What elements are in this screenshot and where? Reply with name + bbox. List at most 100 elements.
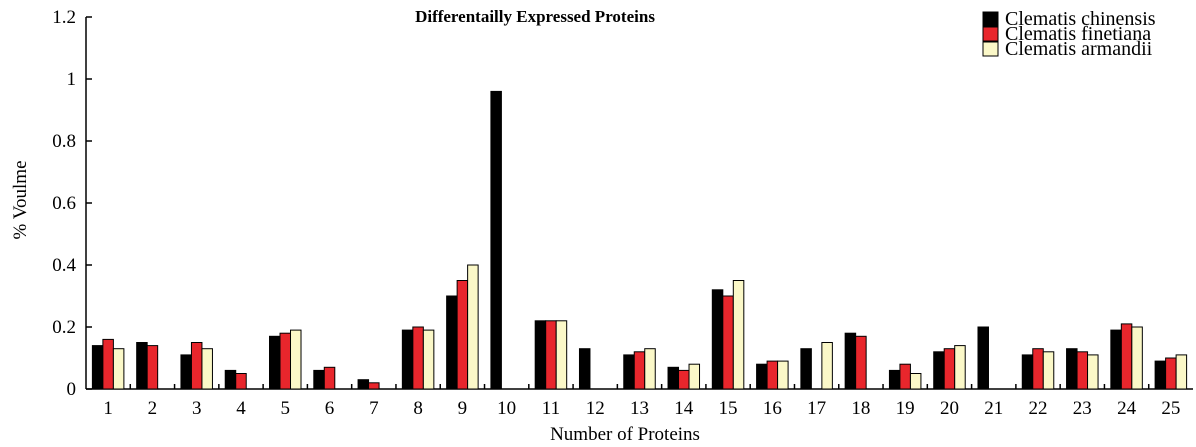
x-tick-label: 21 (984, 398, 1003, 419)
x-tick-label: 5 (281, 398, 291, 419)
bar (357, 379, 370, 390)
bar (1110, 329, 1122, 390)
bar (909, 373, 922, 390)
x-tick-label: 25 (1161, 398, 1180, 419)
x-tick-label: 20 (940, 398, 959, 419)
bar (943, 348, 956, 390)
bar (977, 326, 989, 390)
x-tick-label: 7 (369, 398, 379, 419)
bar (633, 351, 646, 390)
x-tick-label: 22 (1029, 398, 1048, 419)
bar (1087, 354, 1099, 390)
bar (555, 320, 568, 390)
y-tick-label: 0.4 (52, 255, 76, 276)
x-tick-label: 4 (236, 398, 246, 419)
x-tick-label: 6 (325, 398, 335, 419)
bar (235, 373, 247, 390)
bar (323, 366, 336, 390)
bar (446, 295, 458, 390)
x-tick-label: 16 (763, 398, 782, 419)
x-tick-label: 1 (103, 398, 113, 419)
bar (269, 335, 281, 390)
bars (91, 90, 1188, 390)
bar (732, 280, 745, 390)
bar (1120, 323, 1133, 390)
x-tick-label: 17 (807, 398, 826, 419)
x-tick-label: 13 (630, 398, 649, 419)
bar (1021, 354, 1034, 390)
bar (623, 354, 635, 390)
bar (766, 360, 779, 390)
x-tick-label: 24 (1117, 398, 1137, 419)
bar (933, 351, 945, 390)
bar (821, 342, 833, 390)
bar (888, 369, 901, 390)
bar (467, 264, 479, 390)
legend-label: Clematis armandii (1005, 38, 1153, 60)
legend-swatch (982, 26, 999, 42)
bar (112, 348, 125, 390)
bar (146, 345, 159, 390)
bar (1066, 348, 1078, 390)
x-tick-label: 23 (1073, 398, 1092, 419)
y-tick-label: 1.2 (52, 7, 76, 28)
bar (644, 348, 656, 390)
bar (412, 326, 424, 390)
bar (136, 342, 148, 390)
bar (180, 354, 192, 390)
bar (1131, 326, 1143, 390)
chart-title: Differentaillу Expressed Proteins (415, 7, 655, 26)
bar (102, 338, 114, 390)
bar (1042, 351, 1055, 390)
bar (368, 382, 380, 390)
bar (290, 329, 302, 390)
axes: 00.20.40.60.811.21 2 3 4 5 6 7 8 9 10 11 12 13 14 15 16… (52, 7, 1193, 419)
bar (756, 363, 768, 390)
x-tick-label: 18 (851, 398, 870, 419)
bar (1032, 348, 1044, 390)
bar (899, 363, 911, 390)
bar (534, 320, 547, 390)
x-axis-title: Number of Proteins (550, 424, 700, 445)
legend-label: Clematis finetiana (1005, 23, 1151, 45)
legend-swatch (982, 11, 999, 27)
bar (667, 366, 680, 390)
y-tick-label: 0.8 (52, 131, 76, 152)
bar (201, 348, 213, 390)
y-tick-label: 0 (67, 379, 77, 400)
legend-swatch (982, 41, 999, 57)
bar (777, 360, 789, 390)
x-tick-label: 12 (586, 398, 605, 419)
bar (279, 332, 292, 390)
bar (190, 342, 203, 390)
x-tick-label: 19 (896, 398, 915, 419)
bar (456, 280, 469, 390)
x-tick-label: 8 (413, 398, 423, 419)
x-tick-label: 14 (674, 398, 694, 419)
bar (490, 90, 502, 390)
x-tick-label: 15 (719, 398, 738, 419)
bar (678, 369, 690, 390)
x-tick-label: 3 (192, 398, 202, 419)
bar (422, 329, 435, 390)
bar (800, 348, 812, 390)
y-tick-label: 0.2 (52, 317, 76, 338)
bar (688, 363, 701, 390)
legend-label: Clematis chinensis (1005, 8, 1156, 30)
bar (954, 345, 966, 390)
bar (545, 320, 557, 390)
bar (844, 332, 857, 390)
x-tick-label: 2 (148, 398, 158, 419)
x-tick-label: 10 (497, 398, 516, 419)
y-tick-label: 1 (67, 69, 77, 90)
y-axis-title: % Voulme (10, 161, 31, 240)
bar (224, 369, 237, 390)
bar (578, 348, 591, 390)
x-tick-label: 11 (542, 398, 560, 419)
bar (313, 369, 325, 390)
bar (855, 335, 867, 390)
bar (722, 295, 734, 390)
y-tick-label: 0.6 (52, 193, 76, 214)
bar (1175, 354, 1188, 390)
